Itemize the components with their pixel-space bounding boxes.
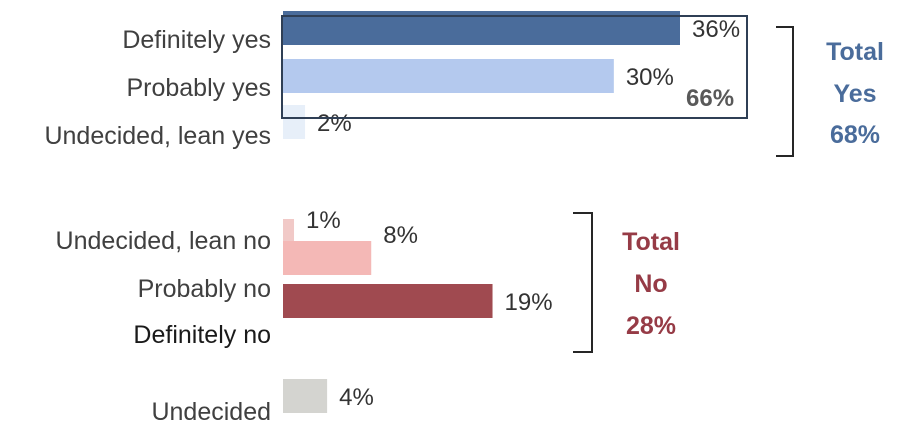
- value-label-probably-yes: 30%: [626, 64, 674, 91]
- total-yes-line2: Yes: [833, 80, 876, 108]
- total-yes-line1: Total: [826, 38, 884, 66]
- bar-undecided-lean-no: [283, 219, 295, 253]
- total-no-line3: 28%: [626, 312, 676, 340]
- category-label-definitely-no: Definitely no: [133, 321, 271, 349]
- bar-probably-no: [283, 241, 372, 275]
- category-label-undecided: Undecided: [151, 398, 271, 426]
- bar-probably-yes: [283, 59, 614, 93]
- category-label-undecided-lean-yes: Undecided, lean yes: [44, 122, 271, 150]
- value-label-probably-no: 8%: [383, 222, 418, 249]
- total-no-line1: Total: [622, 228, 680, 256]
- bar-definitely-no: [283, 284, 493, 318]
- combined-yes-label: 66%: [686, 85, 734, 112]
- value-label-undecided: 4%: [339, 384, 374, 411]
- total-yes-line3: 68%: [830, 121, 880, 149]
- value-label-undecided-lean-yes: 2%: [317, 110, 352, 137]
- total-yes-bracket: [776, 26, 794, 157]
- category-label-probably-no: Probably no: [138, 275, 271, 303]
- bar-undecided: [283, 379, 328, 413]
- total-no-line2: No: [634, 270, 667, 298]
- category-label-probably-yes: Probably yes: [126, 74, 271, 102]
- category-label-definitely-yes: Definitely yes: [122, 26, 271, 54]
- total-no-bracket: [573, 212, 593, 353]
- combined-yes-box: [281, 15, 748, 119]
- value-label-undecided-lean-no: 1%: [306, 207, 341, 234]
- category-label-undecided-lean-no: Undecided, lean no: [56, 227, 271, 255]
- value-label-definitely-no: 19%: [505, 289, 553, 316]
- value-label-definitely-yes: 36%: [692, 16, 740, 43]
- bars-layer: Definitely yes 36% Probably yes 30% Undecide…: [44, 11, 740, 426]
- bar-undecided-lean-yes: [283, 105, 306, 139]
